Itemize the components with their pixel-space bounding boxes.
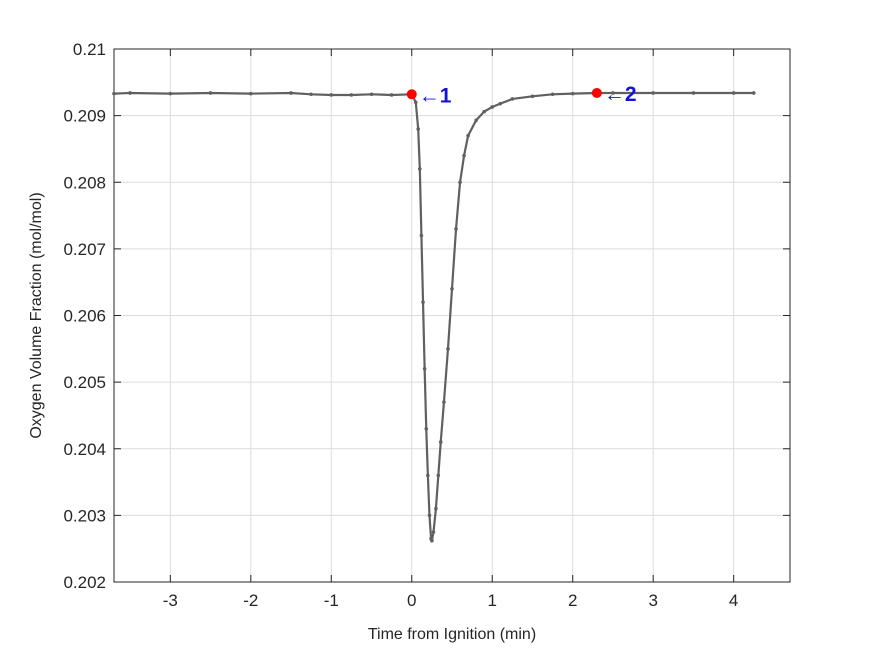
data-point [550,92,555,97]
data-point [431,530,436,534]
x-tick-label: -3 [163,591,178,610]
data-point [128,91,132,95]
data-point [309,92,313,97]
data-point [462,153,466,158]
data-point [427,513,432,518]
data-point [289,91,293,95]
y-tick-label: 0.206 [63,307,106,326]
series-line [113,91,754,542]
data-point [510,97,515,101]
highlight-label-1: ←1 [419,84,452,107]
series-layer [112,91,756,543]
x-tick-label: 2 [568,591,577,610]
data-point [450,287,454,291]
highlight-marker-2 [591,87,602,98]
data-point [442,400,446,404]
highlight-marker-1 [406,89,417,100]
tick-layer: -3 -2 -1 0 1 2 3 4 0.202 0.203 0.204 0.205 0.206 0.20… [63,40,790,610]
highlight-label-2: ←2 [604,83,637,106]
data-point [434,506,438,511]
x-tick-label: 3 [648,591,657,610]
y-tick-label: 0.207 [63,240,106,259]
x-tick-label: 0 [407,591,416,610]
data-point [530,94,535,99]
x-tick-label: 1 [488,591,497,610]
data-point [329,93,334,97]
data-point [611,91,615,95]
grid-layer [114,48,790,583]
data-point [418,167,422,171]
data-point [651,91,655,95]
data-point [168,91,173,96]
y-tick-label: 0.204 [63,440,106,459]
data-point [208,91,213,95]
data-point [482,109,486,114]
y-tick-label: 0.209 [63,107,106,126]
data-point [249,91,253,96]
y-tick-label: 0.21 [73,40,106,59]
y-axis-label: Oxygen Volume Fraction (mol/mol) [28,192,45,438]
y-tick-label: 0.202 [63,573,106,592]
data-point [438,440,443,444]
x-axis-label: Time from Ignition (min) [368,626,536,643]
data-point [430,538,434,543]
data-point [570,91,575,96]
data-point [112,91,116,96]
data-point [691,91,696,95]
data-point [731,91,736,95]
x-tick-label: 4 [729,591,738,610]
data-point [416,127,421,131]
y-tick-label: 0.208 [63,173,106,192]
data-point [419,233,424,238]
data-point [490,105,495,109]
data-point [424,426,429,431]
data-point [369,92,374,97]
data-point [421,300,425,304]
data-point [436,473,441,478]
x-tick-label: -1 [324,591,339,610]
data-point [446,347,450,351]
data-point [389,93,394,97]
data-point [466,133,470,138]
data-point [474,118,478,123]
x-tick-label: -2 [243,591,258,610]
data-point [422,367,427,371]
data-point [349,93,354,97]
data-point [426,473,430,478]
y-tick-label: 0.205 [63,373,106,392]
data-point [454,227,458,231]
data-point [458,180,462,185]
data-point [498,101,503,106]
highlight-layer: ←1 ←2 [406,83,637,107]
y-tick-label: 0.203 [63,506,106,525]
data-point [413,100,418,105]
data-point [751,91,756,95]
